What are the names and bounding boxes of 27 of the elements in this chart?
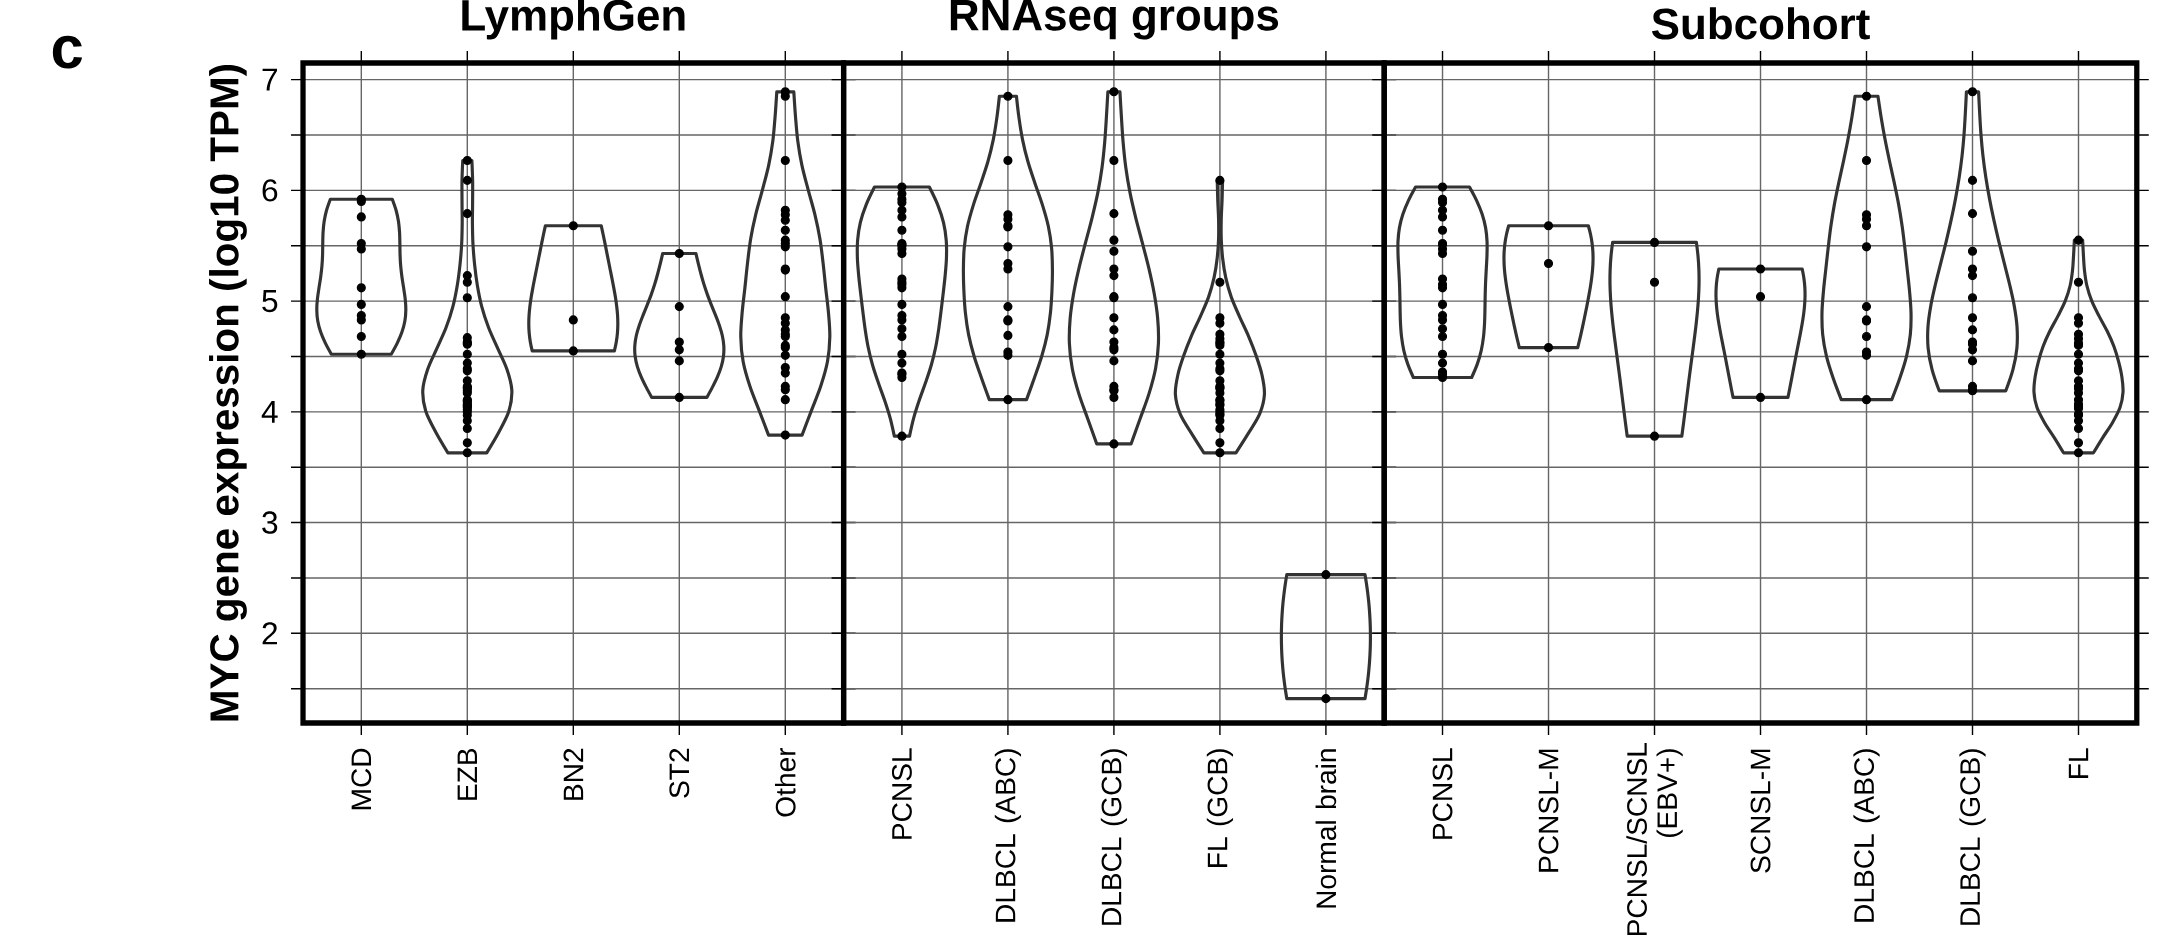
x-tick-label: SCNSL-M — [1750, 749, 1771, 873]
x-tick-label: DLBCL (GCB) — [1100, 749, 1128, 925]
x-tick-label: PCNSL/SCNSL (EBV+) — [1626, 743, 1683, 936]
x-tick-label: PCNSL-M — [1538, 749, 1559, 872]
x-tick-label: FL (GCB) — [1206, 749, 1234, 867]
x-tick-label: PCNSL — [891, 748, 912, 839]
y-tick-label: 2 — [262, 622, 277, 645]
chart-title: Subcohort — [1651, 7, 1870, 40]
chart-title: RNAseq groups — [950, 0, 1279, 40]
y-tick-label: 4 — [261, 400, 278, 423]
y-axis-title: MYC gene expression (log10 TPM) — [209, 64, 247, 721]
x-tick-label: Other — [774, 747, 796, 817]
y-tick-label: 7 — [262, 68, 277, 91]
x-tick-label: FL — [2068, 748, 2089, 778]
x-tick-label: EZB — [457, 748, 477, 800]
y-tick-label: 6 — [262, 179, 278, 202]
x-tick-label: Normal brain — [1315, 749, 1337, 908]
x-tick-label: BN2 — [563, 748, 584, 800]
text: c — [52, 35, 83, 69]
y-tick-label: 3 — [262, 511, 278, 534]
x-tick-label: DLBCL (ABC) — [1853, 749, 1880, 922]
x-tick-label: DLBCL (GCB) — [1959, 749, 1986, 925]
x-tick-label: MCD — [351, 748, 372, 810]
x-tick-label: PCNSL — [1432, 748, 1453, 839]
x-tick-label: DLBCL (ABC) — [994, 749, 1022, 922]
x-tick-label: ST2 — [669, 748, 690, 798]
y-tick-label: 5 — [262, 290, 278, 313]
